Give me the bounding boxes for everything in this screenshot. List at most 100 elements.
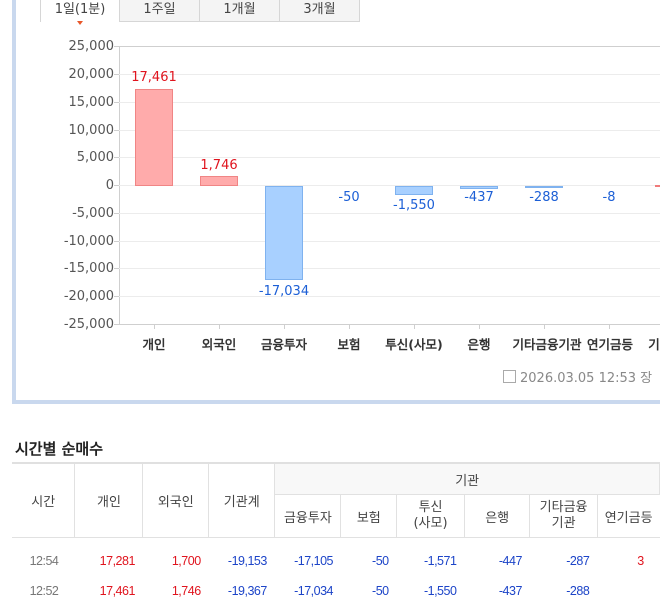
y-tick [114, 102, 119, 103]
gridline [119, 157, 660, 158]
y-tick [114, 185, 119, 186]
cell-financial-investment: -17,034 [294, 584, 333, 598]
x-tick [284, 325, 285, 329]
chart-top-border [119, 46, 660, 47]
x-category-label: 은행 [467, 337, 491, 352]
calendar-clock-icon [503, 370, 516, 383]
table-row: 12:54 17,281 1,700 -19,153 -17,105 -50 -… [12, 546, 660, 576]
bar-bank[interactable] [460, 186, 498, 189]
bar-foreign[interactable] [200, 176, 238, 186]
cell-pension: 3 [637, 554, 644, 568]
tab-label: 1개월 [223, 2, 256, 17]
cell-individual: 17,281 [99, 554, 136, 568]
x-category-label: 연기금등 [586, 337, 633, 352]
cell-inst-total: -19,153 [227, 554, 267, 568]
x-category-label: 투신(사모) [385, 337, 443, 352]
cell-foreign: 1,700 [171, 554, 201, 568]
col-individual: 개인 [74, 462, 144, 538]
chart-panel [12, 0, 660, 404]
cell-foreign: 1,746 [171, 584, 201, 598]
x-tick [349, 325, 350, 329]
x-axis [119, 324, 660, 325]
cell-time: 12:52 [29, 584, 59, 598]
cell-trust: -1,571 [423, 554, 457, 568]
net-buy-bar-chart: 25,000 20,000 15,000 10,000 5,000 0 -5,0… [63, 39, 660, 386]
y-tick [114, 324, 119, 325]
col-pension: 연기금등 [596, 494, 660, 538]
col-trust: 투신 (사모) [396, 494, 465, 538]
tab-label: 3개월 [303, 2, 336, 17]
y-tick-label: 0 [105, 178, 114, 193]
bar-other-financial[interactable] [525, 186, 563, 188]
col-insurance: 보험 [340, 494, 398, 538]
cell-bank: -437 [498, 584, 523, 598]
period-tabs: 1일(1분) 1주일 1개월 3개월 [40, 0, 360, 25]
y-tick [114, 74, 119, 75]
x-category-label: 보험 [337, 337, 361, 352]
gridline [119, 241, 660, 242]
cell-financial-investment: -17,105 [294, 554, 333, 568]
y-tick [114, 241, 119, 242]
cell-pension [597, 576, 659, 606]
x-tick [154, 325, 155, 329]
y-tick-label: -15,000 [63, 261, 114, 276]
y-tick-label: 25,000 [68, 39, 115, 54]
gridline [119, 74, 660, 75]
bar-other-corp[interactable] [655, 185, 660, 187]
tab-1week[interactable]: 1주일 [120, 0, 200, 22]
gridline [119, 213, 660, 214]
col-time: 시간 [12, 462, 76, 538]
gridline [119, 130, 660, 131]
gridline [119, 102, 660, 103]
x-tick [609, 325, 610, 329]
chart-timestamp: 2026.03.05 12:53 장 [503, 367, 652, 386]
bar-value-label: 1,746 [200, 158, 238, 173]
bar-trust[interactable] [395, 186, 433, 195]
cell-other-financial: -287 [566, 554, 590, 568]
cell-inst-total: -19,367 [227, 584, 267, 598]
bar-value-label: -50 [338, 190, 360, 205]
x-tick [544, 325, 545, 329]
tab-3month[interactable]: 3개월 [280, 0, 360, 22]
col-inst-total: 기관계 [208, 462, 276, 538]
x-category-label: 기 [648, 337, 660, 352]
y-tick [114, 268, 119, 269]
tab-1day[interactable]: 1일(1분) [40, 0, 120, 25]
bar-financial-investment[interactable] [265, 186, 303, 280]
cell-insurance: -50 [372, 584, 389, 598]
col-group-institution: 기관 [274, 462, 660, 495]
y-tick [114, 130, 119, 131]
col-financial-investment: 금융투자 [274, 494, 342, 538]
bar-value-label: -8 [602, 190, 616, 205]
col-bank: 은행 [463, 494, 531, 538]
x-tick [479, 325, 480, 329]
gridline [119, 296, 660, 297]
y-tick-label: -5,000 [72, 206, 114, 221]
gridline [119, 185, 660, 186]
bar-value-label: -1,550 [393, 198, 435, 213]
gridline [119, 268, 660, 269]
bar-value-label: -288 [529, 190, 559, 205]
cell-insurance: -50 [372, 554, 389, 568]
x-category-label: 개인 [142, 337, 166, 352]
active-caret-icon [77, 21, 83, 25]
tab-1month[interactable]: 1개월 [200, 0, 280, 22]
timestamp-text: 2026.03.05 12:53 장 [520, 371, 653, 386]
bar-individual[interactable] [135, 89, 173, 186]
y-tick-label: 10,000 [68, 123, 115, 138]
bar-value-label: -437 [464, 190, 494, 205]
y-tick-label: 20,000 [68, 67, 115, 82]
table-row: 12:52 17,461 1,746 -19,367 -17,034 -50 -… [12, 576, 660, 606]
y-tick-label: 5,000 [76, 150, 114, 165]
y-tick-label: -25,000 [63, 317, 114, 332]
cell-time: 12:54 [29, 554, 59, 568]
cell-other-financial: -288 [566, 584, 590, 598]
col-foreign: 외국인 [142, 462, 210, 538]
x-tick [219, 325, 220, 329]
bar-value-label: -17,034 [258, 284, 310, 299]
tab-label: 1주일 [143, 2, 176, 17]
col-other-financial: 기타금융 기관 [529, 494, 598, 538]
x-category-label: 금융투자 [260, 337, 307, 352]
cell-bank: -447 [498, 554, 523, 568]
x-category-label: 외국인 [201, 337, 237, 352]
